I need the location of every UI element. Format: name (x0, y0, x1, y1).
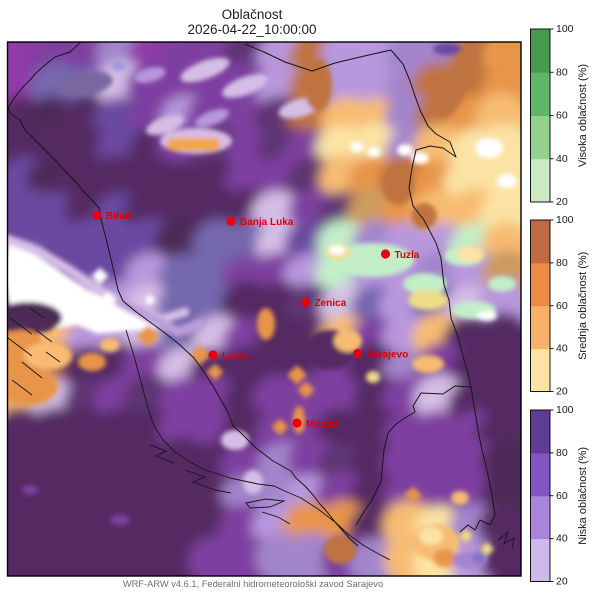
svg-text:40: 40 (556, 153, 568, 165)
svg-text:WRF-ARW v4.6.1, Federalni hidr: WRF-ARW v4.6.1, Federalni hidrometeorolo… (123, 579, 383, 589)
svg-text:40: 40 (556, 533, 568, 545)
svg-text:80: 80 (556, 447, 568, 459)
svg-text:Visoka oblačnost (%): Visoka oblačnost (%) (577, 64, 589, 167)
svg-text:60: 60 (556, 300, 568, 312)
svg-text:40: 40 (556, 343, 568, 355)
svg-text:Srednja oblačnost (%): Srednja oblačnost (%) (577, 252, 589, 360)
svg-text:80: 80 (556, 257, 568, 269)
svg-text:80: 80 (556, 66, 568, 78)
svg-text:Livno: Livno (222, 351, 249, 362)
svg-text:Tuzla: Tuzla (395, 250, 420, 261)
svg-text:Sarajevo: Sarajevo (367, 350, 409, 361)
svg-text:Bihać: Bihać (106, 211, 134, 222)
svg-text:60: 60 (556, 110, 568, 122)
svg-text:100: 100 (556, 404, 574, 416)
svg-text:Mostar: Mostar (306, 419, 339, 430)
svg-text:Banja Luka: Banja Luka (240, 217, 294, 228)
svg-text:Niska oblačnost (%): Niska oblačnost (%) (577, 447, 589, 545)
svg-text:Oblačnost: Oblačnost (222, 7, 283, 22)
svg-text:100: 100 (556, 23, 574, 35)
svg-text:2026-04-22_10:00:00: 2026-04-22_10:00:00 (187, 22, 316, 37)
svg-text:20: 20 (556, 386, 568, 398)
svg-text:20: 20 (556, 576, 568, 588)
svg-text:20: 20 (556, 196, 568, 208)
svg-text:100: 100 (556, 214, 574, 226)
svg-text:Zenica: Zenica (315, 298, 347, 309)
svg-text:60: 60 (556, 490, 568, 502)
